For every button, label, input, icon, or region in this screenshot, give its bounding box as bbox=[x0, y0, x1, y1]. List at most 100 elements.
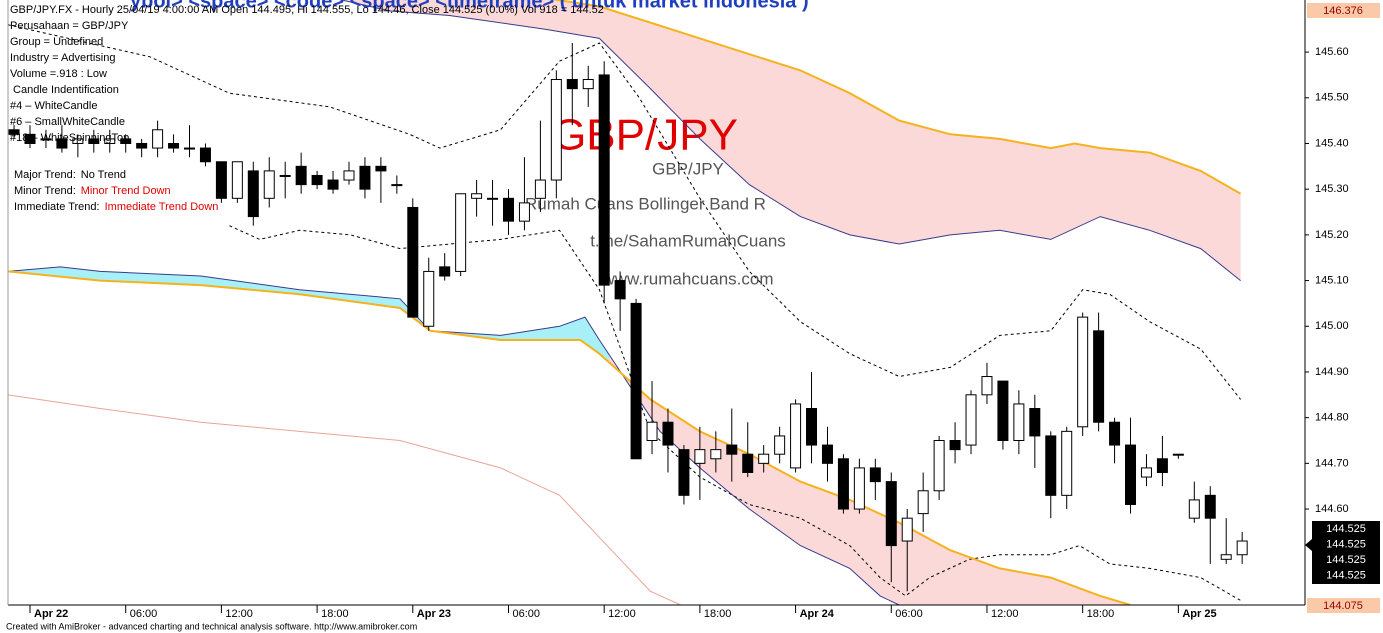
candle-body bbox=[678, 449, 690, 496]
candle-body bbox=[518, 202, 530, 222]
indicator-line bbox=[339, 0, 1241, 281]
candle-body bbox=[646, 421, 658, 441]
candle-body bbox=[1013, 403, 1025, 441]
candle-body bbox=[758, 453, 770, 464]
x-tick-label: Apr 23 bbox=[417, 608, 451, 620]
info-line: #18 – WhiteSpinningTop bbox=[10, 132, 129, 144]
y-tick-label: 145.40 bbox=[1315, 137, 1349, 149]
candle-body bbox=[311, 174, 323, 186]
top-banner: ybol> <space> <code> <space> <timeframe>… bbox=[130, 0, 809, 12]
y-tick-label: 144.70 bbox=[1315, 457, 1349, 469]
last-value-box bbox=[1312, 521, 1380, 584]
candle-body bbox=[88, 138, 100, 144]
axes: 144.60 144.70 144.80 144.90 145.00 145.10 145.… bbox=[7, 0, 1349, 620]
candle-body bbox=[1109, 421, 1121, 446]
x-tick-label: 18:00 bbox=[704, 608, 732, 620]
watermark-text: t.me/SahamRumahCuans bbox=[590, 231, 786, 250]
candle-body bbox=[502, 197, 514, 222]
candle-body bbox=[423, 270, 435, 327]
candle-body bbox=[263, 170, 275, 199]
candle-body bbox=[662, 421, 674, 446]
candle-body bbox=[295, 165, 307, 186]
watermark-text: GBP/JPY bbox=[652, 159, 724, 178]
candle-body bbox=[120, 138, 132, 144]
watermark-text: Rumah Cuans Bollinger Band R bbox=[525, 194, 766, 213]
candle-body bbox=[439, 266, 451, 277]
candle-body bbox=[184, 147, 196, 150]
info-line: #6 – SmallWhiteCandle bbox=[10, 116, 125, 128]
candle-body bbox=[343, 170, 355, 181]
watermark: GBP/JPY GBP/JPY Rumah Cuans Bollinger Ba… bbox=[525, 111, 786, 289]
candle-body bbox=[582, 79, 594, 90]
band-fill bbox=[341, 0, 1241, 281]
watermark-symbol: GBP/JPY bbox=[552, 111, 738, 160]
candle-body bbox=[391, 184, 403, 187]
candle-body bbox=[1172, 453, 1184, 456]
candle-body bbox=[104, 138, 116, 144]
x-tick-label: 18:00 bbox=[1087, 608, 1115, 620]
candle-body bbox=[997, 380, 1009, 441]
y-tick-label: 145.10 bbox=[1315, 274, 1349, 286]
y-tick-label: 145.30 bbox=[1315, 183, 1349, 195]
band-fill bbox=[608, 354, 1131, 605]
price-top: 146.376 bbox=[1323, 5, 1363, 17]
info-panel: Perusahaan = GBP/JPY Group = Undefined Ind… bbox=[10, 20, 218, 213]
x-tick-label: 06:00 bbox=[130, 608, 158, 620]
candle-body bbox=[774, 435, 786, 455]
candle-body bbox=[806, 408, 818, 446]
candle-body bbox=[821, 444, 833, 464]
candle-body bbox=[1204, 494, 1216, 519]
x-tick-label: Apr 24 bbox=[800, 608, 835, 620]
candle-body bbox=[534, 179, 546, 199]
band-fill bbox=[8, 266, 609, 363]
candle-body bbox=[1236, 540, 1248, 556]
trend-label: Minor Trend: bbox=[14, 185, 76, 197]
candle-body bbox=[933, 439, 945, 492]
info-line: Volume =.918 : Low bbox=[10, 68, 107, 80]
candle-body bbox=[965, 394, 977, 446]
candle-body bbox=[359, 165, 371, 190]
price-bottom-box bbox=[1307, 598, 1380, 613]
candle-body bbox=[199, 147, 211, 163]
indicator-line bbox=[8, 266, 900, 605]
indicator-line bbox=[551, 0, 1242, 195]
last-value: 144.525 bbox=[1326, 523, 1366, 535]
trend-value: Immediate Trend Down bbox=[105, 201, 219, 213]
candle-body bbox=[1125, 444, 1137, 505]
x-tick-label: Apr 22 bbox=[34, 608, 68, 620]
candle-body bbox=[917, 490, 929, 515]
indicator-lines bbox=[8, 0, 1242, 605]
x-tick-label: 06:00 bbox=[895, 608, 923, 620]
candle-body bbox=[247, 170, 259, 218]
candle-body bbox=[215, 161, 227, 199]
candle-body bbox=[1188, 499, 1200, 519]
info-line: Group = Undefined bbox=[10, 36, 103, 48]
x-tick-label: Apr 25 bbox=[1182, 608, 1216, 620]
candle-body bbox=[550, 79, 562, 181]
y-tick-label: 144.60 bbox=[1315, 503, 1349, 515]
info-line: Candle Indentification bbox=[10, 84, 119, 96]
trend-label: Immediate Trend: bbox=[14, 201, 100, 213]
y-tick-label: 145.60 bbox=[1315, 46, 1349, 58]
x-tick-label: 06:00 bbox=[512, 608, 540, 620]
chart-title: GBP/JPY.FX - Hourly 25/04/19 4:00:00 AM … bbox=[10, 4, 604, 16]
candle-body bbox=[1156, 458, 1168, 473]
last-value: 144.525 bbox=[1326, 538, 1366, 550]
candle-body bbox=[455, 193, 467, 272]
candle-body bbox=[614, 280, 626, 300]
indicator-line bbox=[8, 24, 1241, 400]
y-tick-label: 145.20 bbox=[1315, 229, 1349, 241]
candle-body bbox=[152, 129, 164, 149]
candle-body bbox=[853, 467, 865, 510]
band-fills bbox=[8, 0, 1241, 605]
candle-body bbox=[726, 444, 738, 455]
indicator-line bbox=[229, 225, 1241, 601]
watermark-text: www.rumahcuans.com bbox=[601, 269, 773, 288]
candle-body bbox=[981, 376, 993, 396]
info-line: #4 – WhiteCandle bbox=[10, 100, 97, 112]
candle-body bbox=[837, 458, 849, 510]
x-tick-label: 18:00 bbox=[321, 608, 349, 620]
y-tick-label: 144.90 bbox=[1315, 366, 1349, 378]
candle-body bbox=[72, 138, 84, 144]
candle-body bbox=[1029, 408, 1041, 437]
